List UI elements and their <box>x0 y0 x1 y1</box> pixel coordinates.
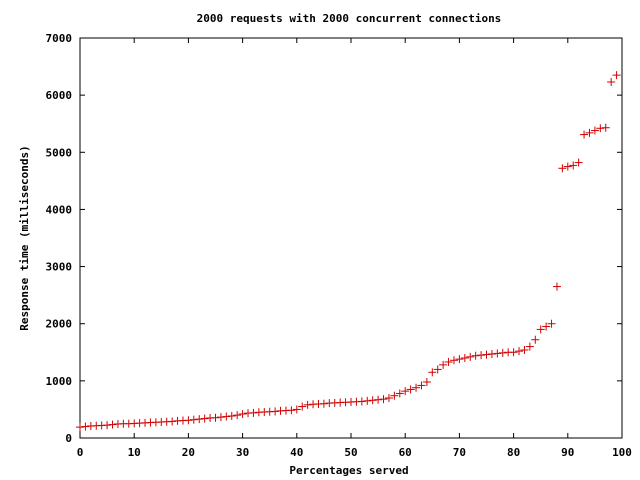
data-point <box>471 351 480 360</box>
plot-area <box>79 37 623 439</box>
y-axis: 0 1000 2000 3000 4000 5000 6000 7000 <box>46 32 622 445</box>
data-point <box>368 396 377 405</box>
data-point <box>580 130 589 139</box>
y-tick-label: 2000 <box>46 318 73 331</box>
y-axis-label: Response time (milliseconds) <box>18 145 31 330</box>
data-point <box>401 387 410 396</box>
data-point <box>487 350 496 358</box>
data-point <box>271 407 280 416</box>
data-point <box>319 399 328 408</box>
data-point <box>184 416 193 425</box>
x-tick-label: 50 <box>344 446 357 459</box>
data-point <box>596 124 605 133</box>
data-point <box>569 161 578 170</box>
data-point <box>211 413 220 422</box>
y-tick-label: 1000 <box>46 375 73 388</box>
x-tick-label: 100 <box>612 446 632 459</box>
data-point <box>455 355 464 364</box>
data-point <box>417 381 426 390</box>
data-point <box>460 354 469 362</box>
data-point <box>292 405 301 414</box>
data-point <box>433 365 442 374</box>
data-point <box>574 158 583 167</box>
x-tick-label: 80 <box>507 446 520 459</box>
x-tick-label: 40 <box>290 446 303 459</box>
data-point <box>428 368 437 377</box>
data-point <box>216 413 225 422</box>
data-point <box>406 385 415 394</box>
data-point <box>287 406 296 415</box>
data-point <box>552 282 561 291</box>
data-point <box>395 389 404 398</box>
data-point <box>531 335 540 344</box>
x-tick-label: 0 <box>77 446 84 459</box>
data-point <box>233 411 242 420</box>
data-point <box>412 383 421 392</box>
x-tick-label: 70 <box>453 446 466 459</box>
data-point <box>563 162 572 171</box>
data-point <box>607 78 616 86</box>
data-point <box>390 391 399 400</box>
plot-border <box>79 37 623 439</box>
x-tick-label: 20 <box>182 446 195 459</box>
data-point <box>444 358 453 366</box>
data-point <box>195 415 204 424</box>
data-point <box>227 412 236 420</box>
data-point <box>222 412 231 421</box>
data-point <box>298 402 307 411</box>
data-point <box>200 414 209 423</box>
y-tick-label: 4000 <box>46 203 73 216</box>
data-point <box>590 126 599 135</box>
data-point <box>189 415 198 424</box>
data-point <box>536 325 545 334</box>
data-point <box>238 410 247 418</box>
x-axis-label: Percentages served <box>289 464 408 477</box>
data-point <box>357 397 366 406</box>
y-tick-label: 6000 <box>46 89 73 102</box>
data-point <box>601 123 610 132</box>
data-point <box>384 394 393 402</box>
data-point <box>515 347 524 356</box>
data-point <box>374 395 383 404</box>
data-point <box>422 378 431 386</box>
data-point <box>168 417 177 426</box>
data-point <box>379 395 388 404</box>
data-point <box>525 342 534 351</box>
data-point <box>76 423 84 432</box>
data-point <box>493 349 502 358</box>
data-point <box>449 356 458 365</box>
y-tick-label: 3000 <box>46 261 73 274</box>
data-point <box>249 408 258 417</box>
x-tick-label: 30 <box>236 446 249 459</box>
y-tick-label: 7000 <box>46 32 73 45</box>
data-point <box>477 351 486 360</box>
data-point <box>303 400 312 409</box>
data-point <box>558 164 567 173</box>
data-point <box>482 350 491 359</box>
data-point <box>509 348 518 357</box>
data-point <box>81 422 90 431</box>
x-tick-label: 90 <box>561 446 574 459</box>
data-series <box>76 71 621 432</box>
y-tick-label: 0 <box>65 432 72 445</box>
chart-title: 2000 requests with 2000 concurrent conne… <box>197 12 502 25</box>
data-point <box>498 348 507 357</box>
data-point <box>542 322 551 331</box>
x-tick-label: 10 <box>128 446 141 459</box>
data-point <box>547 319 556 328</box>
data-point <box>103 421 112 430</box>
data-point <box>585 128 594 137</box>
x-axis: 0 10 20 30 40 50 60 70 80 90 100 <box>77 38 632 459</box>
data-point <box>466 352 475 361</box>
y-tick-label: 5000 <box>46 146 73 159</box>
data-point <box>363 396 372 405</box>
data-point <box>439 360 448 369</box>
x-tick-label: 60 <box>399 446 412 459</box>
data-point <box>108 420 117 429</box>
data-point <box>612 71 621 80</box>
data-point <box>520 346 529 354</box>
